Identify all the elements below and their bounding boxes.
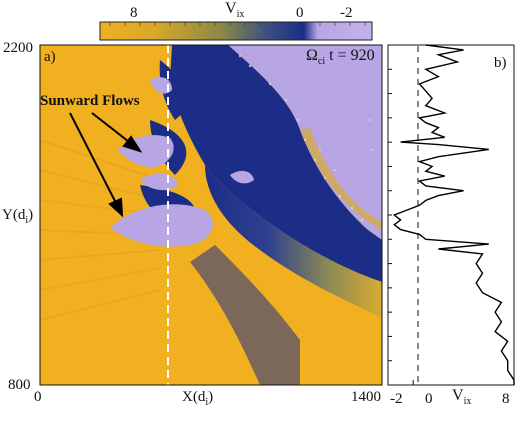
y-axis-top: 2200 <box>3 40 33 56</box>
x-axis-right: 1400 <box>351 389 381 405</box>
panel-b-x-label: Vix <box>452 388 471 407</box>
x-axis-label-sub: i <box>205 397 209 408</box>
colorbar-label-main: V <box>225 0 237 17</box>
panel-a-frame <box>39 44 383 386</box>
colorbar-label: Vix <box>225 1 244 20</box>
panel-b-x-label-sub: ix <box>463 396 472 407</box>
x-axis-label: X(di) <box>182 390 213 408</box>
x-axis-label-main: X(d <box>182 389 206 405</box>
y-axis-bottom: 800 <box>8 377 31 393</box>
time-label-omega: Ω <box>306 47 318 64</box>
time-label-sub: ci <box>317 56 326 67</box>
y-axis-label: Y(di) <box>2 208 33 226</box>
y-axis-label-sub: i <box>25 215 29 226</box>
colorbar-label-sub: ix <box>236 9 245 20</box>
profile-line <box>392 44 515 385</box>
sunward-flows-label: Sunward Flows <box>40 93 140 109</box>
profile-plot <box>392 44 515 385</box>
annotation-arrows <box>69 112 143 218</box>
colorbar-tick-zero: 0 <box>296 5 304 21</box>
colorbar <box>99 21 373 41</box>
panel-b-x-label-main: V <box>452 387 464 404</box>
panel-b-tick-neg: -2 <box>390 391 403 407</box>
panel-b-tag: b) <box>494 55 507 71</box>
y-axis-label-main: Y(d <box>2 207 26 223</box>
colorbar-tick-high: 8 <box>130 5 138 21</box>
panel-b-frame <box>387 44 515 386</box>
panel-b-tick-zero: 0 <box>425 391 433 407</box>
panel-a-tag: a) <box>44 49 56 65</box>
simulation-map <box>40 45 382 385</box>
time-label: Ωci t = 920 <box>306 48 375 67</box>
sunward-flow-lower <box>110 204 213 247</box>
colorbar-ticks <box>109 22 366 26</box>
x-axis-label-end: ) <box>208 389 214 405</box>
colorbar-tick-low: -2 <box>340 5 353 21</box>
panel-b-tick-max: 8 <box>502 391 510 407</box>
y-axis-label-end: ) <box>28 207 34 223</box>
x-axis-left: 0 <box>34 389 42 405</box>
time-label-value: t = 920 <box>325 47 375 64</box>
